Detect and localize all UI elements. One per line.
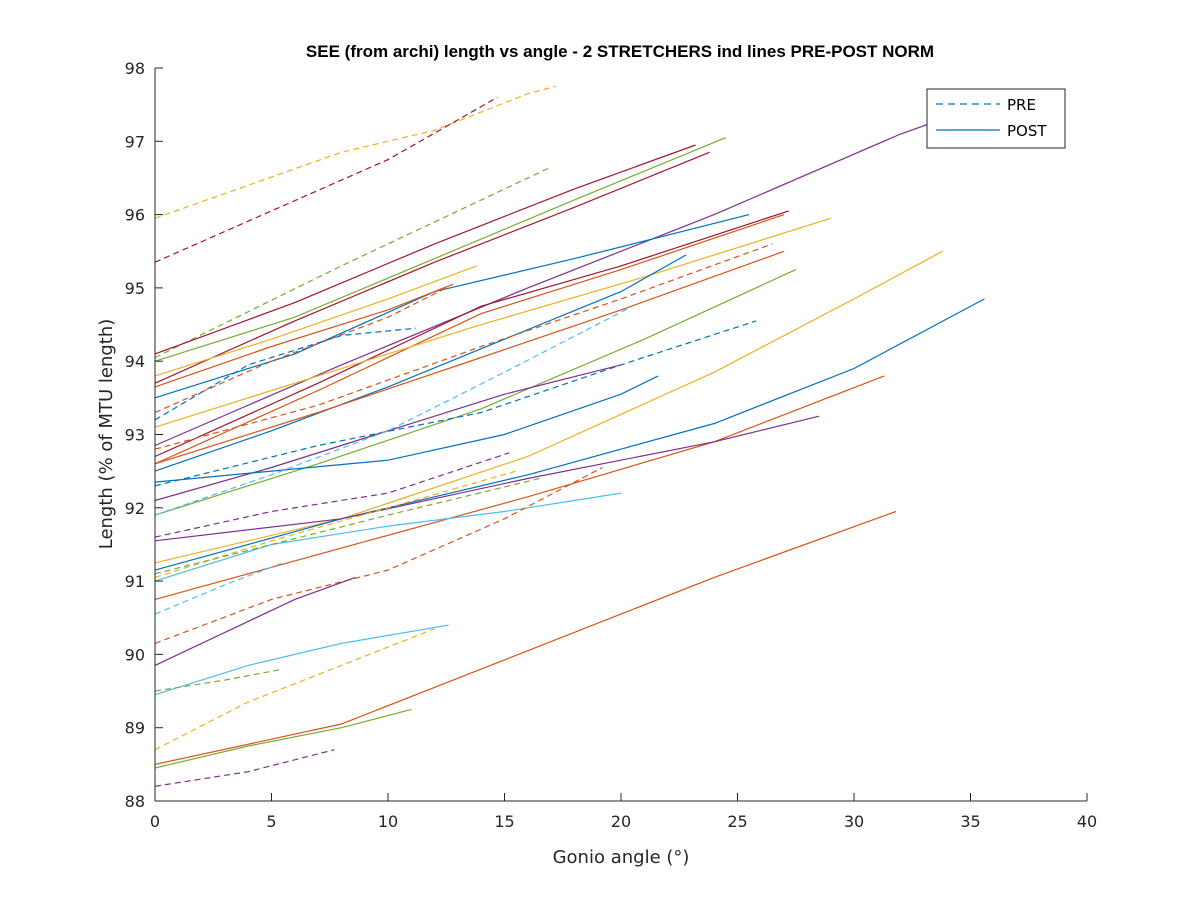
series-group	[154, 85, 995, 787]
series-line-34-pre	[154, 562, 284, 615]
series-line-26-post	[154, 375, 885, 600]
series-line-36-pre	[154, 628, 435, 751]
series-line-35-post	[154, 624, 449, 696]
series-line-5-post	[154, 151, 710, 384]
legend-post-label: POST	[1007, 122, 1047, 140]
series-line-28-post	[154, 492, 622, 582]
series-line-23-pre	[154, 305, 633, 516]
series-line-15-pre	[154, 327, 417, 421]
plot-area: 0 5 10 15 20 25 30 35 40 88 89 90 91 92 93 94 95 96 97 98	[125, 59, 1098, 831]
y-tick-label: 98	[125, 59, 145, 78]
y-axis-ticks: 88 89 90 91 92 93 94 95 96 97 98	[125, 59, 163, 811]
y-tick-label: 90	[125, 645, 145, 664]
series-line-3-pre	[154, 166, 552, 359]
series-line-27-post	[154, 415, 820, 542]
series-line-21-post	[154, 364, 622, 502]
chart-title: SEE (from archi) length vs angle - 2 STR…	[306, 42, 934, 61]
y-tick-label: 91	[125, 572, 145, 591]
series-line-20-pre	[154, 320, 757, 487]
series-line-33-post	[154, 576, 356, 666]
legend: PRE POST	[926, 88, 1066, 149]
series-line-17-pre	[154, 243, 773, 450]
series-line-32-pre	[154, 477, 540, 575]
series-line-19-post	[154, 269, 797, 516]
series-line-1-pre	[154, 85, 556, 219]
x-tick-label: 15	[494, 812, 514, 831]
series-line-10-post	[154, 214, 785, 465]
series-line-12-post	[154, 265, 477, 377]
y-tick-label: 88	[125, 792, 145, 811]
y-tick-label: 94	[125, 352, 145, 371]
y-tick-label: 93	[125, 426, 145, 445]
series-line-2-pre	[154, 96, 498, 263]
series-line-18-post	[154, 250, 785, 465]
x-tick-label: 40	[1077, 812, 1097, 831]
x-tick-label: 5	[266, 812, 276, 831]
series-line-13-post	[154, 283, 454, 388]
y-tick-label: 92	[125, 499, 145, 518]
series-line-24-post	[154, 250, 943, 564]
x-tick-label: 25	[727, 812, 747, 831]
x-tick-label: 30	[844, 812, 864, 831]
series-line-29-pre	[154, 466, 603, 644]
x-tick-label: 10	[378, 812, 398, 831]
x-tick-label: 20	[611, 812, 631, 831]
series-line-39-post	[154, 708, 412, 769]
series-line-14-pre	[154, 287, 447, 414]
series-line-11-post	[154, 217, 831, 428]
legend-box	[926, 88, 1066, 149]
series-line-40-pre	[154, 749, 335, 787]
series-line-16-post	[154, 254, 687, 472]
series-line-25-post	[154, 298, 985, 571]
series-line-4-post	[154, 144, 696, 355]
y-tick-label: 95	[125, 279, 145, 298]
series-line-30-pre	[154, 452, 510, 538]
series-line-37-pre	[154, 668, 284, 692]
series-line-22-post	[154, 375, 659, 483]
y-tick-label: 97	[125, 132, 145, 151]
x-axis-label: Gonio angle (°)	[553, 847, 690, 868]
y-tick-label: 96	[125, 206, 145, 225]
x-axis-ticks: 0 5 10 15 20 25 30 35 40	[150, 793, 1097, 831]
series-line-6-post	[154, 137, 727, 362]
x-tick-label: 35	[960, 812, 980, 831]
series-line-38-post	[154, 510, 897, 765]
y-tick-label: 89	[125, 719, 145, 738]
series-line-9-post	[154, 210, 789, 458]
x-tick-label: 0	[150, 812, 160, 831]
y-axis-label: Length (% of MTU length)	[96, 319, 117, 550]
legend-pre-label: PRE	[1007, 96, 1036, 114]
